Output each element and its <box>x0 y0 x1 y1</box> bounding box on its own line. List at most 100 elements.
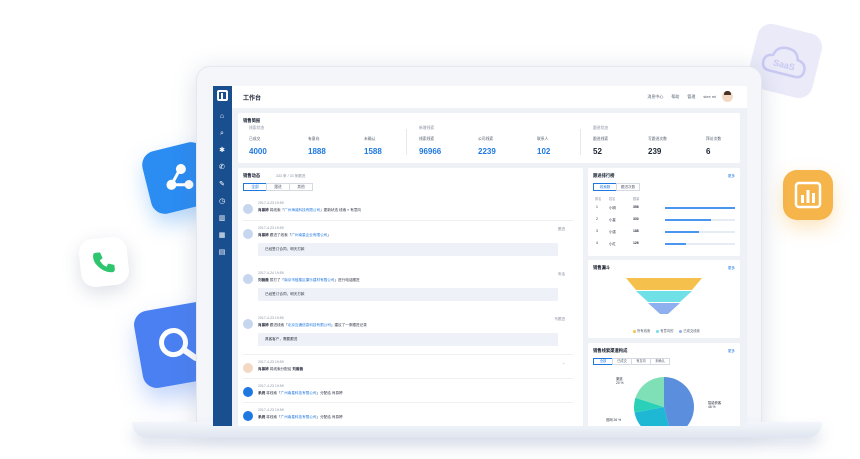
avatar[interactable] <box>722 91 733 102</box>
metric-value: 1888 <box>308 147 326 156</box>
pie-slice[interactable] <box>634 397 664 413</box>
ranking-row[interactable]: 4 小红 126 <box>593 240 735 248</box>
chart-icon[interactable]: ▥ <box>218 215 226 222</box>
tab-follow-ups[interactable]: 跟进次数 <box>616 183 640 191</box>
message-center-link[interactable]: 消息中心 <box>647 93 664 99</box>
funnel-stage-leads[interactable] <box>626 278 702 290</box>
entry-action[interactable]: 电话 <box>558 272 565 276</box>
top-bar: 工作台 消息中心 帮助 管理 slee mi <box>232 86 747 108</box>
entry-user[interactable]: 刘薇薇 <box>258 278 269 282</box>
metric-label: 未确认 <box>364 137 376 141</box>
edit-icon[interactable]: ✎ <box>219 181 225 188</box>
pie-slice[interactable] <box>664 377 694 426</box>
entry-pre: 将线索分配给 <box>268 367 293 371</box>
metric-label: 写跟进次数 <box>648 137 667 141</box>
settings-icon[interactable]: ✱ <box>219 147 225 154</box>
funnel-stage-interested[interactable] <box>636 291 692 302</box>
tab-all[interactable]: 全部 <box>243 183 267 191</box>
bar-chart-icon <box>794 181 822 209</box>
entry-time: 2017-4-23 19:59 <box>258 408 284 412</box>
ranking-row[interactable]: 3 小强 188 <box>593 228 735 236</box>
saas-label: SaaS <box>772 57 796 72</box>
metric-label: 已成交 <box>249 137 261 141</box>
metric-value: 6 <box>706 147 711 156</box>
entry-time: 2017-4-23 19:59 <box>258 226 284 230</box>
sales-feed-card: 销售动态 333 条 / 33 条跟进 全部 跟进 其他 2017-4-23 1… <box>238 168 583 426</box>
entry-user[interactable]: 肖慕婷 <box>258 208 269 212</box>
funnel-stage-closed[interactable] <box>648 303 680 314</box>
app-screen: ⌂ ⌕ ✱ ✆ ✎ ◷ ▥ ▦ ▤ 工作台 消息中心 帮助 管理 slee mi… <box>213 86 747 426</box>
header-rank: 排名 <box>595 197 602 201</box>
search-icon[interactable]: ⌕ <box>220 130 224 137</box>
calendar-icon[interactable]: ▤ <box>218 249 226 256</box>
slice-label: 智能获客 <box>708 401 722 405</box>
metric[interactable]: 写跟进次数 239 <box>648 137 667 156</box>
entry-user[interactable]: 肖慕婷 <box>258 323 269 327</box>
pie-slice[interactable] <box>634 407 672 426</box>
rank-name: 小强 <box>609 230 616 234</box>
entry-action[interactable]: 写跟进 <box>554 317 566 321</box>
home-icon[interactable]: ⌂ <box>219 113 225 120</box>
metric-value: 4000 <box>249 147 267 156</box>
divider <box>243 354 573 355</box>
help-link[interactable]: 帮助 <box>671 93 680 99</box>
metric[interactable]: 跟进线索 52 <box>593 137 608 156</box>
tab-leads[interactable]: 线索数 <box>593 183 617 191</box>
rank-number: 2 <box>596 217 598 221</box>
entry-post[interactable]: 刘薇薇 <box>292 367 304 371</box>
summary-title: 销售简报 <box>243 118 261 123</box>
metric[interactable]: 有意向 1888 <box>308 137 326 156</box>
pie-title: 销售线索渠道构成 <box>593 348 628 353</box>
entry-link[interactable]: 北京互通信息科技有限公司 <box>287 323 331 327</box>
entry-pre: 将线索「 <box>268 208 285 212</box>
entry-link[interactable]: 南京市鼓楼区康乐建材有限公司 <box>284 278 335 282</box>
phone-icon <box>93 252 115 273</box>
ranking-row[interactable]: 2 小星 330 <box>593 216 735 224</box>
metric[interactable]: 公司线索 2239 <box>478 137 496 156</box>
rank-bar <box>665 243 686 245</box>
clock-icon[interactable]: ◷ <box>218 198 226 205</box>
entry-link[interactable]: 广州南星科技有限公司 <box>280 391 317 395</box>
metric[interactable]: 线索线索 96966 <box>419 137 441 156</box>
app-logo[interactable] <box>217 90 228 101</box>
entry-time: 2017-4-23 19:59 <box>258 201 284 205</box>
grid-icon[interactable]: ▦ <box>218 232 226 239</box>
entry-link[interactable]: 广州海诚科技有限公司 <box>284 208 321 212</box>
metric[interactable]: 已成交 4000 <box>249 137 267 156</box>
funnel-card: 销售漏斗 更多 所有线索 有意向的 已成交线索 <box>588 260 740 338</box>
more-link[interactable]: 更多 <box>727 266 735 270</box>
avatar <box>243 204 253 214</box>
ranking-card: 跟进排行榜 更多 线索数 跟进次数 排名 姓名 数量 1 小明 356 2 小星 330 3… <box>588 168 740 256</box>
entry-user[interactable]: 肖慕婷 <box>258 233 269 237</box>
summary-group: 线索状态 <box>249 126 264 131</box>
entry-text: 肖慕婷 将线索「广州海诚科技有限公司」更新状态 线索 » 有意向 <box>258 208 361 213</box>
more-link[interactable]: 更多 <box>727 174 735 178</box>
tab-other[interactable]: 其他 <box>289 183 313 191</box>
divider <box>243 402 573 403</box>
entry-text: 刘薇薇 拨打了「南京市鼓楼区康乐建材有限公司」进行电话跟进 <box>258 278 360 283</box>
divider <box>580 129 581 155</box>
phone-icon[interactable]: ✆ <box>219 164 225 171</box>
entry-action[interactable]: 跟进 <box>558 227 565 231</box>
entry-link[interactable]: 广州南星科技有限公司 <box>280 415 317 419</box>
avatar <box>243 387 253 397</box>
entry-post: 」进行电话跟进 <box>334 278 360 282</box>
tab-unconfirmed[interactable]: 未确认 <box>650 358 670 365</box>
entry-link[interactable]: 广州南星企业有限公司 <box>291 233 328 237</box>
chevron-down-icon[interactable]: ⌄ <box>562 361 565 365</box>
pie-slice[interactable] <box>635 377 664 407</box>
entry-time: 2017-4-23 19:59 <box>258 316 284 320</box>
metric[interactable]: 联系人 102 <box>537 137 550 156</box>
tab-follow-up[interactable]: 跟进 <box>266 183 290 191</box>
admin-link[interactable]: 管理 <box>687 93 696 99</box>
metric[interactable]: 拜访次数 6 <box>706 137 721 156</box>
ranking-row[interactable]: 1 小明 356 <box>593 204 735 212</box>
entry-user[interactable]: 肖慕婷 <box>258 367 269 371</box>
entry-user: 系统 <box>258 415 266 419</box>
user-name[interactable]: slee mi <box>703 94 716 99</box>
metric[interactable]: 未确认 1588 <box>364 137 382 156</box>
legend-label: 已成交线索 <box>683 329 700 333</box>
entry-pre: 跟进了线索「 <box>268 233 292 237</box>
more-link[interactable]: 更多 <box>727 349 735 353</box>
rank-number: 3 <box>596 229 598 233</box>
